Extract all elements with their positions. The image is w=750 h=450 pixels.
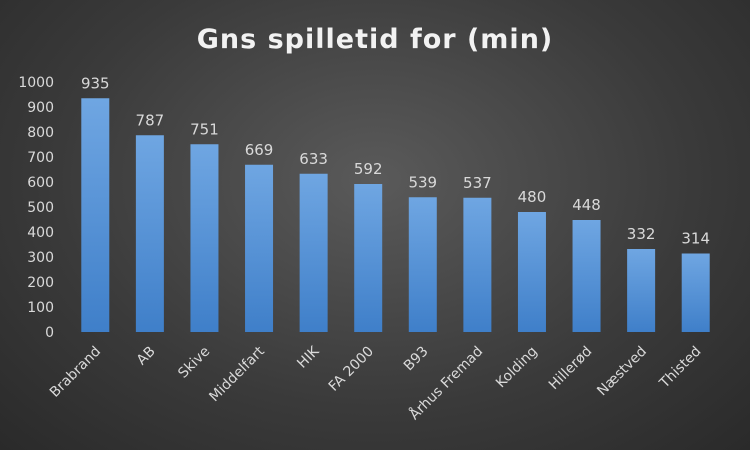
y-tick-label: 700 <box>27 150 54 166</box>
x-category-label: Thisted <box>656 344 705 393</box>
x-category-label: AB <box>134 344 159 369</box>
data-label: 480 <box>518 188 547 206</box>
y-tick-label: 100 <box>27 300 54 316</box>
bar-århus-fremad <box>463 197 492 332</box>
x-category-label: Skive <box>175 344 213 382</box>
bar-fa-2000 <box>354 184 383 332</box>
data-label: 314 <box>681 230 710 248</box>
bar-middelfart <box>245 164 274 332</box>
x-category-label: Brabrand <box>47 344 104 401</box>
y-tick-label: 0 <box>45 325 54 341</box>
data-label: 539 <box>408 173 437 191</box>
y-tick-label: 400 <box>27 225 54 241</box>
bar-thisted <box>681 253 710 332</box>
x-category-label: FA 2000 <box>326 344 377 395</box>
x-category-label: HIK <box>294 343 323 372</box>
chart-title: Gns spilletid for (min) <box>197 24 554 55</box>
y-tick-label: 800 <box>27 125 54 141</box>
y-tick-label: 600 <box>27 175 54 191</box>
bar-hillerød <box>572 220 601 332</box>
y-tick-label: 200 <box>27 275 54 291</box>
bar-hik <box>299 173 328 332</box>
bar-kolding <box>517 212 546 332</box>
data-label: 787 <box>136 111 165 129</box>
data-label: 633 <box>299 150 328 168</box>
bar-brabrand <box>81 98 110 332</box>
bar-næstved <box>627 249 656 332</box>
x-category-label: Næstved <box>594 344 650 400</box>
data-label: 751 <box>190 120 219 138</box>
x-category-label: Kolding <box>493 344 541 392</box>
x-category-label: B93 <box>401 344 432 375</box>
y-tick-label: 300 <box>27 250 54 266</box>
y-axis: 0 100 200 300 400 500 600 700 800 900 1000 <box>18 75 54 341</box>
y-tick-label: 1000 <box>18 75 54 91</box>
data-label: 592 <box>354 160 383 178</box>
data-label: 935 <box>81 74 110 92</box>
bar-skive <box>190 144 219 332</box>
data-label: 669 <box>245 141 274 159</box>
data-label: 332 <box>627 225 656 243</box>
bar-b93 <box>408 197 437 332</box>
x-category-label: Middelfart <box>206 343 268 405</box>
y-tick-label: 900 <box>27 100 54 116</box>
x-category-label: Hillerød <box>546 344 596 394</box>
y-tick-label: 500 <box>27 200 54 216</box>
data-label: 448 <box>572 196 601 214</box>
data-label: 537 <box>463 174 492 192</box>
bar-ab <box>135 135 164 332</box>
bar-series: 935 787 751 669 633 592 539 537 480 448 332 314 <box>81 74 710 332</box>
